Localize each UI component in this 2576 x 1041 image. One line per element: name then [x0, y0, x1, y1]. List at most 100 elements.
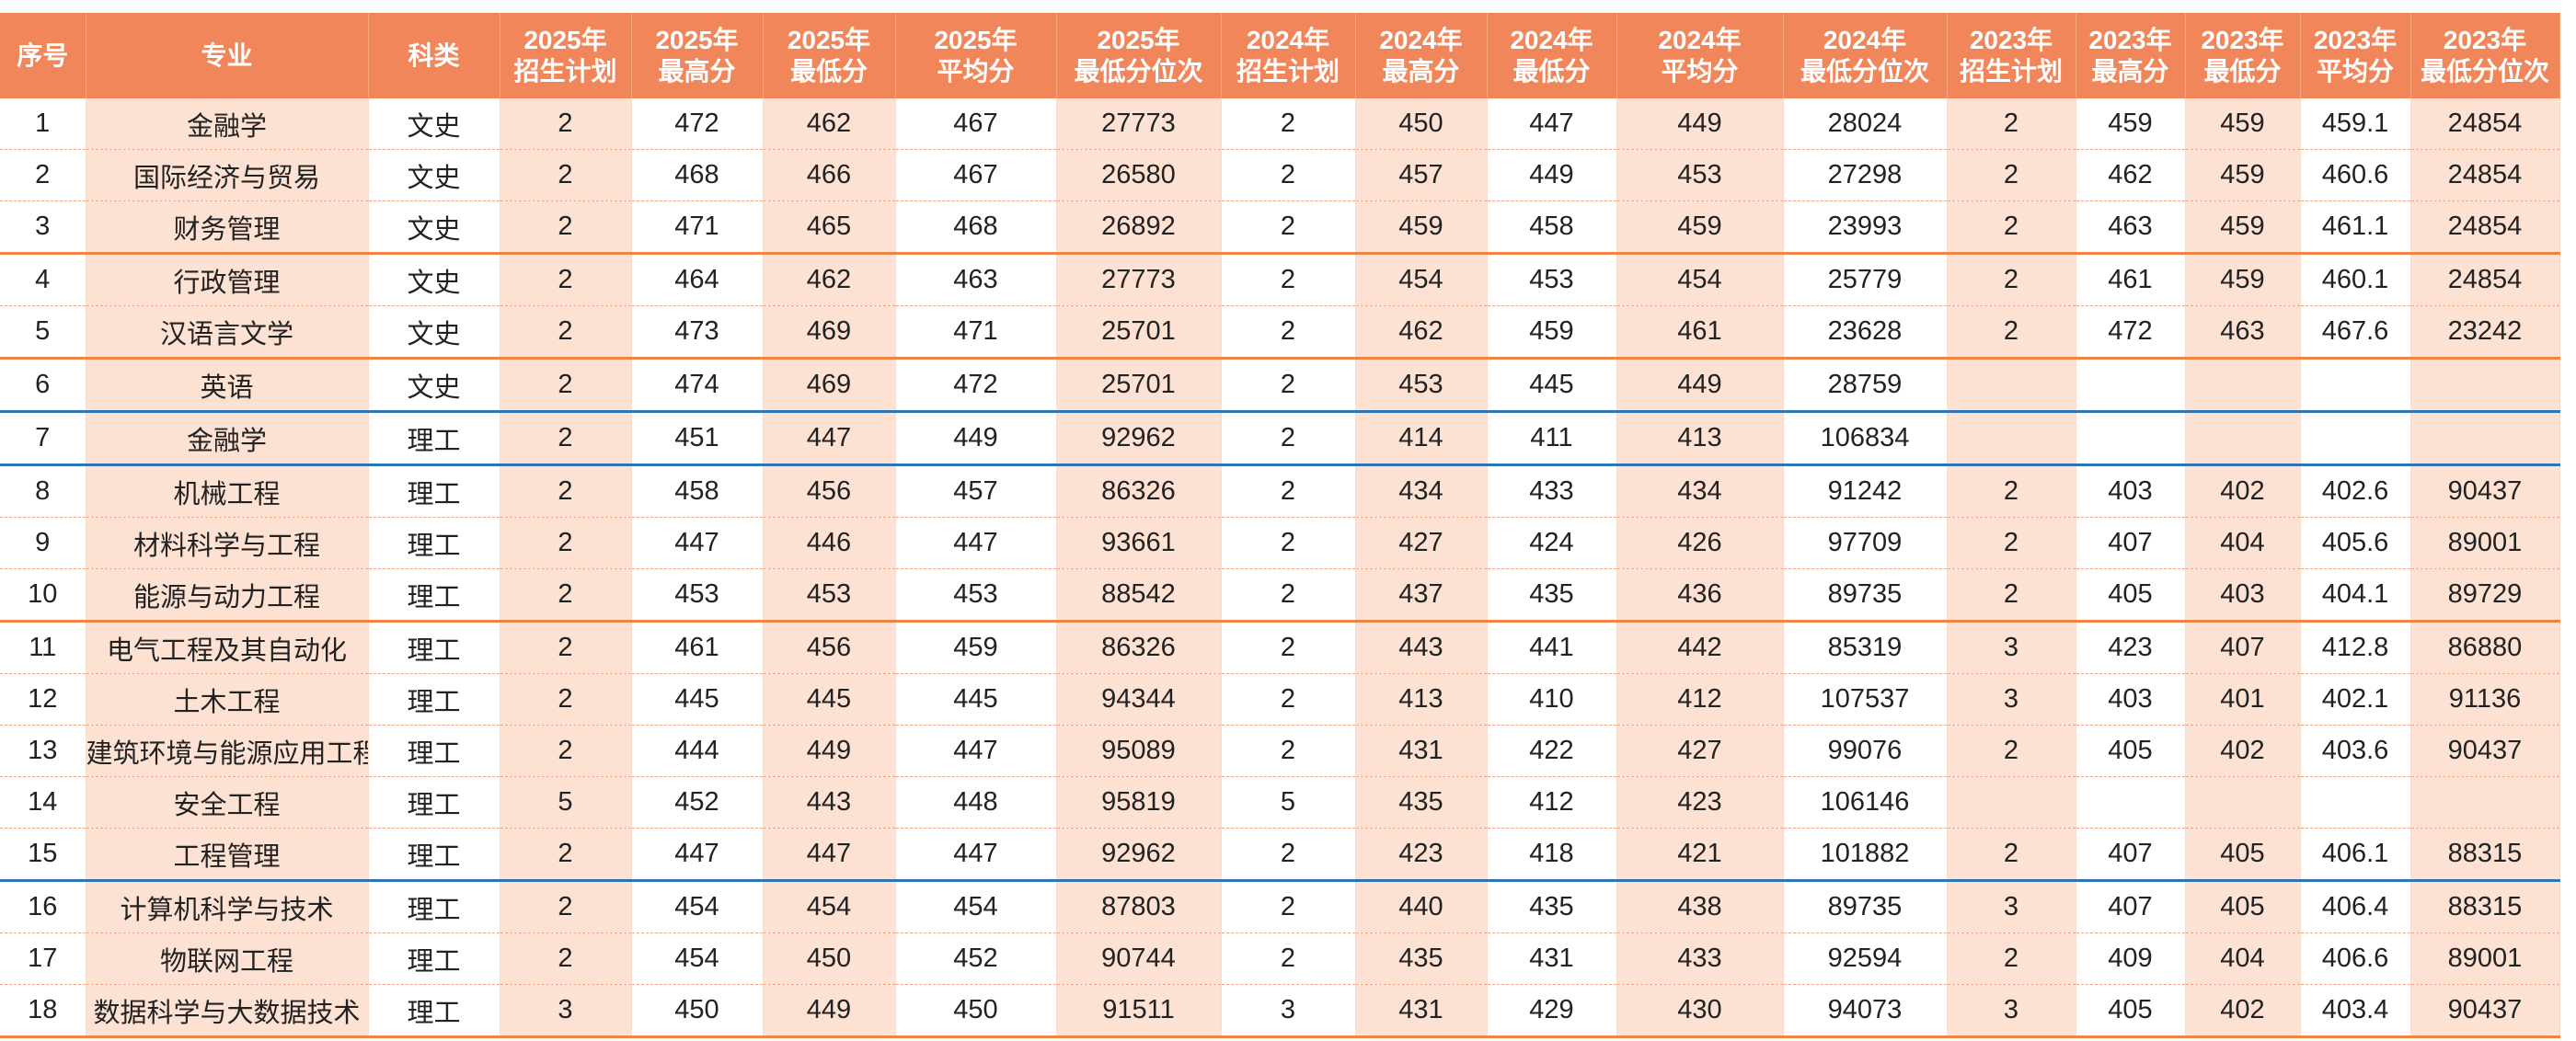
table-cell: 2 — [1221, 358, 1356, 413]
table-cell: 理工 — [368, 932, 500, 985]
table-cell: 28759 — [1783, 358, 1948, 413]
table-cell: 431 — [1355, 725, 1488, 777]
table-row: 18 数据科学与大数据技术 理工 3 450 449 450 91511 3 431 429 430 9… — [0, 984, 2560, 1038]
table-cell: 27298 — [1783, 149, 1948, 201]
table-cell: 472 — [631, 98, 764, 150]
table-row: 2 国际经济与贸易 文史 2 468 466 467 26580 2 457 449 453 27298… — [0, 149, 2560, 201]
header-line: 最低分 — [2203, 56, 2282, 86]
table-cell: 406.4 — [2300, 880, 2411, 933]
table-cell: 101882 — [1783, 828, 1948, 882]
table-cell: 403 — [2185, 568, 2301, 623]
column-header: 2025年 平均分 — [895, 13, 1057, 98]
table-cell: 94073 — [1783, 984, 1948, 1038]
table-cell: 工程管理 — [86, 828, 369, 882]
table-cell: 457 — [1355, 149, 1488, 201]
table-cell: 财务管理 — [86, 200, 369, 255]
table-cell: 英语 — [86, 358, 369, 413]
table-cell: 电气工程及其自动化 — [86, 621, 369, 674]
table-cell: 452 — [895, 932, 1057, 985]
column-header: 2025年 招生计划 — [500, 13, 632, 98]
table-cell: 407 — [2185, 621, 2301, 674]
table-cell: 2 — [1947, 200, 2076, 255]
table-cell: 2 — [1221, 725, 1356, 777]
table-cell: 435 — [1487, 568, 1617, 623]
table-cell: 402.6 — [2300, 464, 2411, 518]
table-cell: 86880 — [2410, 621, 2560, 674]
table-cell: 8 — [0, 464, 86, 518]
table-cell: 457 — [895, 464, 1057, 518]
table-cell: 441 — [1487, 621, 1617, 674]
table-cell: 安全工程 — [86, 776, 369, 829]
table-cell: 473 — [631, 305, 764, 360]
header-line: 平均分 — [2316, 56, 2394, 86]
table-cell: 3 — [1947, 984, 2076, 1038]
table-cell: 424 — [1487, 517, 1617, 569]
table-cell: 2 — [1221, 149, 1356, 201]
table-cell: 445 — [1487, 358, 1617, 413]
table-cell: 447 — [895, 828, 1057, 882]
table-cell: 理工 — [368, 621, 500, 674]
header-line: 2025年 — [787, 25, 871, 54]
table-cell: 442 — [1616, 621, 1784, 674]
table-cell: 2 — [1221, 98, 1356, 150]
table-cell: 88542 — [1056, 568, 1222, 623]
table-cell: 2 — [1221, 305, 1356, 360]
table-cell: 453 — [1355, 358, 1488, 413]
table-cell: 27773 — [1056, 253, 1222, 306]
table-cell: 2 — [1221, 621, 1356, 674]
table-cell: 2 — [1947, 932, 2076, 985]
table-cell: 404.1 — [2300, 568, 2411, 623]
header-line: 2025年 — [1097, 25, 1180, 54]
table-cell: 文史 — [368, 200, 500, 255]
table-cell: 23242 — [2410, 305, 2560, 360]
table-row: 15 工程管理 理工 2 447 447 447 92962 2 423 418 421 101882 2… — [0, 828, 2560, 882]
table-row: 13 建筑环境与能源应用工程 理工 2 444 449 447 95089 2 431 422 427… — [0, 725, 2560, 777]
table-cell: 行政管理 — [86, 253, 369, 306]
table-cell: 453 — [631, 568, 764, 623]
table-cell: 459 — [2076, 98, 2186, 150]
table-cell: 3 — [1947, 880, 2076, 933]
column-header: 2023年 最高分 — [2076, 13, 2186, 98]
table-cell: 448 — [895, 776, 1057, 829]
table-cell: 403 — [2076, 673, 2186, 726]
header-line: 最高分 — [1382, 56, 1460, 86]
table-cell: 理工 — [368, 828, 500, 882]
table-cell: 449 — [1616, 358, 1784, 413]
header-line: 2024年 — [1379, 25, 1463, 54]
table-cell: 403.6 — [2300, 725, 2411, 777]
column-header: 专业 — [86, 13, 369, 98]
table-cell: 2 — [500, 673, 632, 726]
table-cell: 2 — [500, 98, 632, 150]
table-cell: 计算机科学与技术 — [86, 880, 369, 933]
table-cell: 23628 — [1783, 305, 1948, 360]
table-cell: 14 — [0, 776, 86, 829]
table-cell: 405.6 — [2300, 517, 2411, 569]
table-cell: 7 — [0, 411, 86, 466]
table-cell: 理工 — [368, 725, 500, 777]
table-cell: 461.1 — [2300, 200, 2411, 255]
table-cell: 4 — [0, 253, 86, 306]
table-cell: 402.1 — [2300, 673, 2411, 726]
table-cell: 3 — [1947, 673, 2076, 726]
table-cell: 2 — [1221, 253, 1356, 306]
table-cell: 405 — [2185, 828, 2301, 882]
table-cell: 427 — [1616, 725, 1784, 777]
table-cell: 23993 — [1783, 200, 1948, 255]
table-cell — [2300, 358, 2411, 413]
column-header: 2024年 最高分 — [1355, 13, 1488, 98]
table-cell: 456 — [763, 464, 896, 518]
table-cell: 24854 — [2410, 149, 2560, 201]
column-header: 序号 — [0, 13, 86, 98]
table-cell — [1947, 776, 2076, 829]
table-cell: 理工 — [368, 411, 500, 466]
header-line: 2023年 — [1969, 25, 2053, 54]
table-cell: 86326 — [1056, 621, 1222, 674]
table-cell: 467 — [895, 98, 1057, 150]
table-cell: 11 — [0, 621, 86, 674]
table-cell: 447 — [631, 828, 764, 882]
table-cell: 90437 — [2410, 464, 2560, 518]
table-cell: 90744 — [1056, 932, 1222, 985]
table-cell: 2 — [500, 725, 632, 777]
table-cell: 435 — [1355, 776, 1488, 829]
table-cell: 407 — [2076, 828, 2186, 882]
